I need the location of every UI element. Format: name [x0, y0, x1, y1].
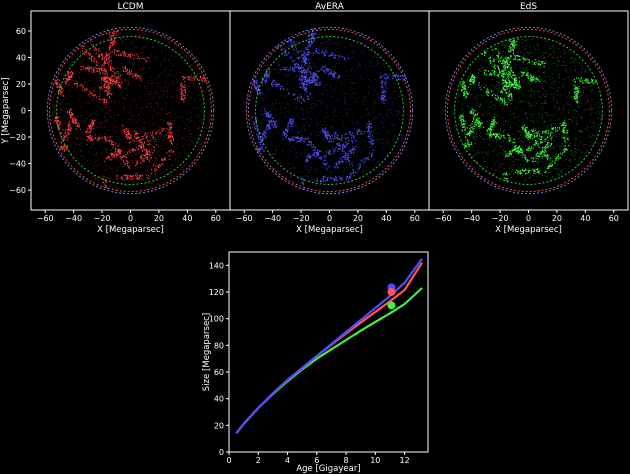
x-tick-label: 20 [154, 214, 164, 223]
y-tick-label: 20 [214, 421, 224, 430]
x-tick-label: −20 [94, 214, 111, 223]
y-tick-label: 120 [209, 288, 224, 297]
y-tick-label: 100 [209, 315, 224, 324]
filament-particles [458, 38, 597, 182]
horizon-circle [56, 36, 205, 185]
panel-title: AvERA [315, 2, 345, 12]
series-marker [387, 288, 396, 296]
filament-particles [54, 30, 207, 189]
panel-title: EdS [520, 2, 537, 12]
horizon-circle [248, 29, 411, 192]
y-tick-label: 60 [214, 368, 224, 377]
y-tick-label: 40 [214, 395, 224, 404]
x-tick-label: 60 [211, 214, 221, 223]
x-axis-label: X [Megaparsec] [97, 225, 164, 235]
y-tick-label: 0 [21, 107, 26, 116]
y-tick-label: −20 [9, 133, 26, 142]
x-tick-label: 60 [410, 214, 420, 223]
x-tick-label: 0 [128, 214, 133, 223]
horizon-circle [255, 36, 404, 185]
x-tick-label: 60 [609, 214, 619, 223]
panel-avera: AvERA −60 −40 −20 0 20 40 60 X [Megaparsec] [229, 2, 430, 235]
y-tick-label: 80 [214, 341, 224, 350]
horizon-circle [454, 36, 603, 185]
panel-title: LCDM [118, 2, 144, 12]
horizon-circle [245, 26, 414, 195]
x-tick-label: 40 [580, 214, 590, 223]
particle-field [456, 38, 604, 183]
x-tick-label: −60 [236, 214, 253, 223]
y-tick-label: 0 [219, 448, 224, 457]
x-tick-label: 4 [285, 456, 290, 465]
x-tick-label: 6 [314, 456, 319, 465]
x-tick-label: −20 [492, 214, 509, 223]
x-tick-label: 0 [226, 456, 231, 465]
x-tick-label: 0 [526, 214, 531, 223]
horizon-circle [444, 26, 613, 195]
x-tick-label: −40 [264, 214, 281, 223]
x-axis-label: Age [Gigayear] [296, 464, 360, 474]
y-tick-label: 20 [16, 80, 26, 89]
x-tick-label: 0 [327, 214, 332, 223]
x-tick-label: 20 [353, 214, 363, 223]
x-axis-label: X [Megaparsec] [296, 225, 363, 235]
series-marker [387, 301, 396, 310]
x-tick-label: 40 [381, 214, 391, 223]
y-tick-label: 40 [16, 53, 26, 62]
x-tick-label: 10 [370, 456, 380, 465]
x-axis-label: X [Megaparsec] [495, 225, 562, 235]
horizon-circle [46, 26, 215, 195]
y-axis-label: Y [Megaparsec] [1, 77, 11, 144]
x-tick-label: 20 [552, 214, 562, 223]
x-tick-label: −40 [463, 214, 480, 223]
x-tick-label: 12 [399, 456, 409, 465]
panel-eds: EdS −60 −40 −20 0 20 40 60 X [Megaparsec] [428, 2, 629, 235]
y-tick-label: 60 [16, 27, 26, 36]
series-line [235, 258, 423, 434]
x-tick-label: 8 [344, 456, 349, 465]
x-tick-label: 2 [256, 456, 261, 465]
x-tick-label: 40 [182, 214, 192, 223]
x-tick-label: −60 [435, 214, 452, 223]
x-tick-label: −20 [293, 214, 310, 223]
x-tick-label: −60 [37, 214, 54, 223]
horizon-circle [49, 29, 212, 192]
y-tick-label: −40 [9, 160, 26, 169]
x-tick-label: −40 [65, 214, 82, 223]
y-axis-label: Size [Megaparsec] [202, 313, 212, 391]
y-tick-label: −60 [9, 186, 26, 195]
horizon-circle [447, 29, 610, 192]
y-tick-label: 140 [209, 261, 224, 270]
